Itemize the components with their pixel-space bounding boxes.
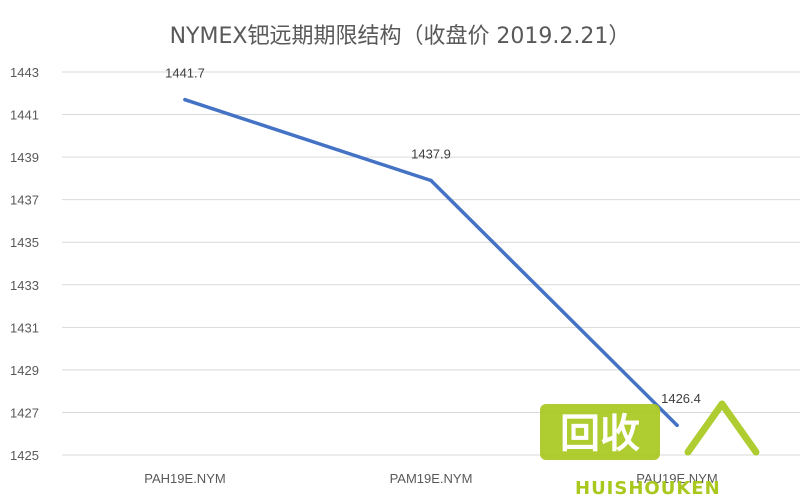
x-tick-label: PAU19E.NYM	[636, 471, 717, 486]
y-axis-ticks: 1425 1427 1429 1431 1433 1435 1437 1439 1441 1443	[10, 65, 39, 463]
y-tick-label: 1431	[10, 320, 39, 335]
y-tick-label: 1425	[10, 448, 39, 463]
y-tick-label: 1441	[10, 108, 39, 123]
watermark-logo-mark	[684, 400, 760, 456]
data-label: 1441.7	[165, 66, 205, 81]
gridlines	[62, 71, 800, 456]
y-tick-label: 1429	[10, 363, 39, 378]
data-point	[183, 97, 187, 102]
watermark-brand-text: HUISHOUKEN	[575, 478, 721, 499]
chart-title: NYMEX钯远期期限结构（收盘价 2019.2.21）	[169, 24, 631, 49]
y-tick-label: 1427	[10, 405, 39, 420]
data-point	[429, 178, 433, 183]
data-label: 1437.9	[411, 147, 451, 162]
y-tick-label: 1435	[10, 235, 39, 250]
y-tick-label: 1443	[10, 65, 39, 80]
watermark-logo: 回收 HUISHOUKEN	[540, 400, 760, 499]
data-label: 1426.4	[661, 391, 701, 406]
y-tick-label: 1433	[10, 278, 39, 293]
data-labels: 1441.7 1437.9 1426.4	[165, 66, 701, 407]
series-layer	[183, 97, 679, 428]
watermark-logo-text: 回收	[560, 411, 640, 457]
y-tick-label: 1437	[10, 193, 39, 208]
x-tick-label: PAM19E.NYM	[390, 471, 473, 486]
x-tick-label: PAH19E.NYM	[144, 471, 225, 486]
x-axis-ticks: PAH19E.NYM PAM19E.NYM PAU19E.NYM	[144, 471, 717, 486]
data-point	[675, 423, 679, 428]
y-tick-label: 1439	[10, 150, 39, 165]
watermark-logo-box	[540, 404, 660, 460]
